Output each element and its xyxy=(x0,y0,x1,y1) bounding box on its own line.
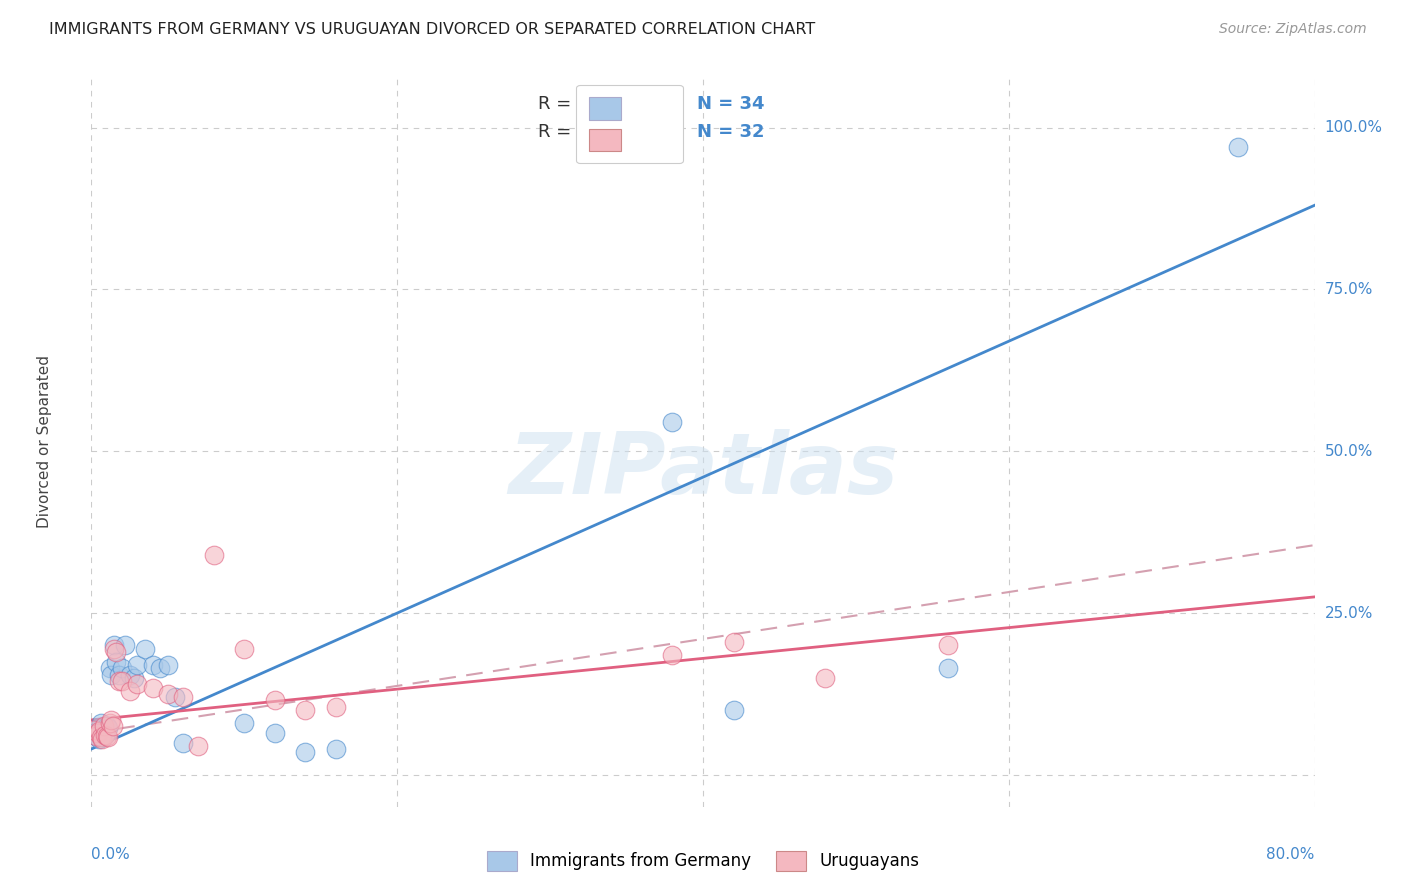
Point xyxy=(91,732,114,747)
Text: 0.0%: 0.0% xyxy=(91,847,131,863)
Legend: Immigrants from Germany, Uruguayans: Immigrants from Germany, Uruguayans xyxy=(478,842,928,880)
Point xyxy=(294,745,316,759)
Point xyxy=(87,732,110,747)
Point xyxy=(936,639,959,653)
Point xyxy=(264,726,287,740)
Point xyxy=(172,690,194,705)
Point xyxy=(93,719,115,733)
Text: 25.0%: 25.0% xyxy=(1324,606,1372,621)
Point xyxy=(97,721,120,735)
Point xyxy=(98,661,121,675)
Point xyxy=(96,719,118,733)
Point xyxy=(118,683,141,698)
Point xyxy=(94,728,117,742)
Text: 100.0%: 100.0% xyxy=(1324,120,1382,135)
Point xyxy=(1227,140,1250,154)
Text: 50.0%: 50.0% xyxy=(1324,443,1372,458)
Legend:       ,       : , xyxy=(576,85,683,163)
Text: R = 0.798: R = 0.798 xyxy=(538,95,628,113)
Point xyxy=(90,716,112,731)
Point xyxy=(87,723,110,738)
Point xyxy=(84,729,107,743)
Point xyxy=(83,726,105,740)
Point xyxy=(103,641,125,656)
Point xyxy=(149,661,172,675)
Point xyxy=(84,729,107,743)
Point xyxy=(100,713,122,727)
Point xyxy=(94,728,117,742)
Point xyxy=(86,723,108,737)
Point xyxy=(141,657,163,672)
Point xyxy=(127,677,149,691)
Text: IMMIGRANTS FROM GERMANY VS URUGUAYAN DIVORCED OR SEPARATED CORRELATION CHART: IMMIGRANTS FROM GERMANY VS URUGUAYAN DIV… xyxy=(49,22,815,37)
Point xyxy=(172,735,194,749)
Point xyxy=(86,726,108,740)
Text: Source: ZipAtlas.com: Source: ZipAtlas.com xyxy=(1219,22,1367,37)
Point xyxy=(111,673,134,688)
Text: N = 34: N = 34 xyxy=(697,95,765,113)
Point xyxy=(325,700,347,714)
Point xyxy=(103,639,125,653)
Point xyxy=(156,657,179,672)
Point xyxy=(127,657,149,672)
Point xyxy=(134,641,156,656)
Point xyxy=(814,671,837,685)
Text: 75.0%: 75.0% xyxy=(1324,282,1372,297)
Point xyxy=(661,648,683,662)
Point xyxy=(202,548,225,562)
Point xyxy=(104,655,127,669)
Point xyxy=(114,639,136,653)
Point xyxy=(141,681,163,695)
Point xyxy=(233,641,256,656)
Point xyxy=(96,729,118,743)
Point xyxy=(111,661,134,675)
Point xyxy=(294,703,316,717)
Point xyxy=(91,731,114,745)
Point xyxy=(98,716,121,731)
Point xyxy=(100,667,122,681)
Point xyxy=(936,661,959,675)
Point xyxy=(108,667,131,681)
Text: Divorced or Separated: Divorced or Separated xyxy=(38,355,52,528)
Point xyxy=(723,635,745,649)
Point xyxy=(325,742,347,756)
Point xyxy=(118,667,141,681)
Point xyxy=(156,687,179,701)
Point xyxy=(187,739,209,753)
Point xyxy=(233,716,256,731)
Text: 80.0%: 80.0% xyxy=(1267,847,1315,863)
Text: ZIPatlas: ZIPatlas xyxy=(508,429,898,512)
Point xyxy=(264,693,287,707)
Point xyxy=(93,723,115,738)
Point xyxy=(90,731,112,745)
Point xyxy=(97,731,120,745)
Point xyxy=(661,415,683,429)
Point xyxy=(83,723,105,737)
Point xyxy=(108,673,131,688)
Point xyxy=(104,645,127,659)
Point xyxy=(723,703,745,717)
Point xyxy=(165,690,187,705)
Point xyxy=(122,671,145,685)
Point xyxy=(101,719,124,733)
Text: N = 32: N = 32 xyxy=(697,123,765,141)
Text: R = 0.437: R = 0.437 xyxy=(538,123,628,141)
